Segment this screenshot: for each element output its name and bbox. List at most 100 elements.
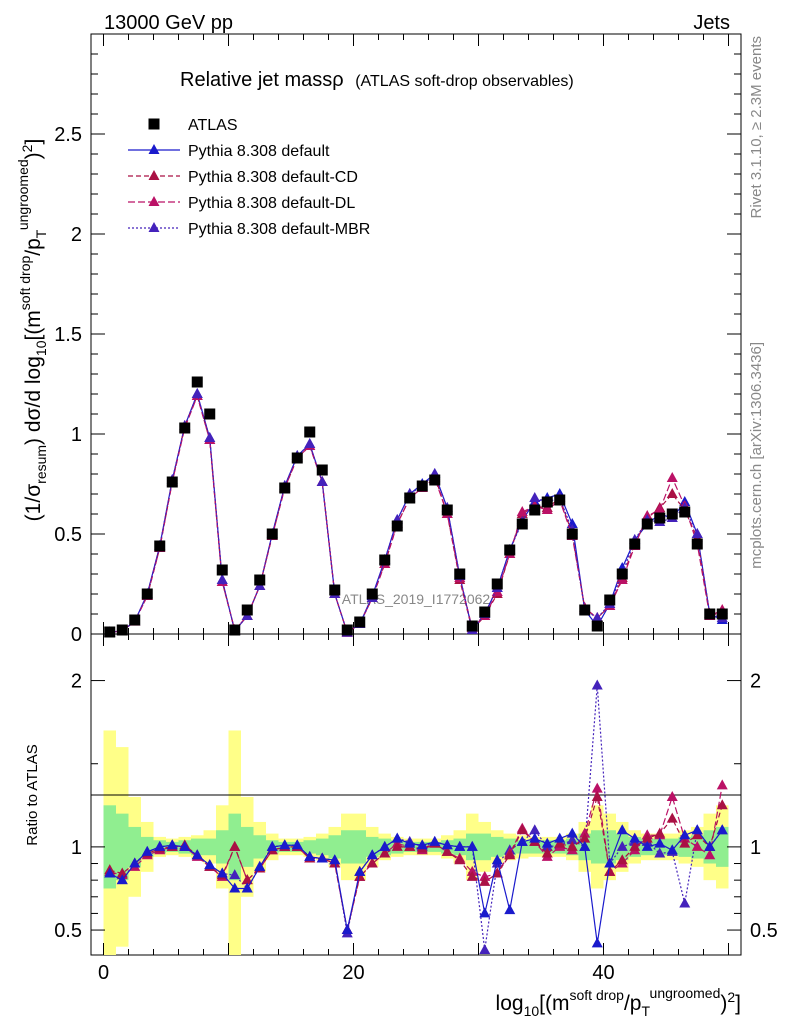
legend-item-cd: Pythia 8.308 default-CD — [128, 169, 358, 186]
data-point — [479, 606, 491, 618]
ratio-point — [566, 834, 578, 845]
series-data — [104, 376, 728, 638]
ratio-point — [691, 824, 703, 835]
ratio-point — [441, 839, 453, 850]
ratio-point — [191, 849, 203, 860]
data-point — [104, 626, 116, 638]
data-point — [454, 568, 466, 580]
data-point — [716, 608, 728, 620]
data-point — [204, 432, 216, 442]
data-point — [279, 482, 291, 494]
ratio-y-tick-label: 2 — [71, 671, 82, 693]
ratio-point — [529, 824, 541, 835]
band-inner-bin — [216, 830, 229, 864]
ratio-point — [516, 835, 528, 846]
band-inner-bin — [478, 833, 491, 861]
ratio-point — [466, 870, 478, 881]
band-inner-bin — [591, 830, 604, 864]
data-point — [591, 612, 603, 622]
data-point — [591, 620, 603, 632]
y-axis-label-main: (1/σresum) dσ/d log10[(msoft drop/pTungr… — [15, 139, 49, 522]
ratio-point — [479, 907, 491, 918]
data-point — [704, 608, 716, 620]
ratio-point — [716, 824, 728, 835]
ratio-point — [366, 849, 378, 860]
ratio-point — [541, 837, 553, 848]
data-point — [366, 588, 378, 600]
y-tick-label: 0 — [71, 624, 82, 646]
ratio-point — [379, 840, 391, 851]
ratio-point — [666, 812, 678, 823]
ratio-point — [429, 835, 441, 846]
band-inner-bin — [341, 830, 354, 864]
ratio-point — [279, 839, 291, 850]
ratio-point — [491, 867, 503, 878]
ratio-point — [616, 840, 628, 851]
data-point — [216, 574, 228, 584]
y-tick-label: 1.5 — [54, 324, 82, 346]
legend-label: Pythia 8.308 default-DL — [188, 195, 355, 212]
data-point — [216, 564, 228, 576]
ratio-point — [666, 844, 678, 855]
data-point — [666, 472, 678, 482]
data-point — [316, 464, 328, 476]
data-point — [141, 588, 153, 600]
ratio-point — [104, 867, 116, 878]
svg-text:(1/σresum) dσ/d log10[(msoft d: (1/σresum) dσ/d log10[(msoft drop/pTungr… — [15, 139, 49, 522]
data-point — [654, 512, 666, 524]
ratio-point — [291, 839, 303, 850]
ratio-point — [391, 840, 403, 851]
ratio-point — [704, 849, 716, 860]
data-point — [516, 506, 528, 516]
data-point — [679, 506, 691, 518]
data-point — [379, 554, 391, 566]
side-label-rivet: Rivet 3.1.10, ≥ 2.3M events — [748, 36, 765, 219]
ratio-point — [579, 832, 591, 843]
ratio-point — [566, 840, 578, 851]
data-point — [466, 620, 478, 632]
ratio-y-tick-label: 0.5 — [54, 920, 82, 942]
data-point — [629, 538, 641, 550]
x-tick-label: 0 — [98, 962, 109, 984]
ratio-point — [479, 875, 491, 886]
ratio-point — [229, 840, 241, 851]
data-point — [554, 494, 566, 506]
data-point — [604, 594, 616, 606]
data-point — [641, 518, 653, 530]
ratio-point — [529, 832, 541, 843]
ratio-y-tick-label-right: 1 — [750, 837, 761, 859]
ratio-point — [491, 854, 503, 865]
ratio-point — [366, 857, 378, 868]
ratio-point — [654, 847, 666, 858]
chart-title-main: Relative jet massρ — [180, 69, 344, 91]
ratio-point — [154, 840, 166, 851]
legend-label: Pythia 8.308 default-MBR — [188, 221, 370, 238]
ratio-point — [116, 867, 128, 878]
ratio-point — [404, 837, 416, 848]
legend-item-mbr: Pythia 8.308 default-MBR — [128, 221, 370, 238]
data-point — [541, 496, 553, 508]
ratio-point — [466, 840, 478, 851]
y-tick-label: 1 — [71, 424, 82, 446]
x-tick-label: 20 — [342, 962, 364, 984]
ratio-series-default — [104, 824, 728, 948]
y-tick-label: 0.5 — [54, 524, 82, 546]
legend-marker — [148, 170, 160, 180]
ratio-y-tick-label-right: 0.5 — [750, 920, 778, 942]
ratio-point — [591, 679, 603, 690]
ratio-point — [679, 837, 691, 848]
legend-marker — [148, 222, 160, 232]
ratio-point — [329, 854, 341, 865]
ratio-point — [229, 869, 241, 880]
watermark-label: ATLAS_2019_I1772062 — [342, 591, 491, 607]
ratio-point — [129, 857, 141, 868]
data-point — [691, 538, 703, 550]
x-tick-label: 40 — [592, 962, 614, 984]
data-point — [566, 518, 578, 528]
ratio-point — [566, 827, 578, 838]
ratio-point — [616, 854, 628, 865]
ratio-point — [216, 867, 228, 878]
band-inner-bin — [366, 836, 379, 857]
data-point — [266, 528, 278, 540]
ratio-point — [254, 860, 266, 871]
